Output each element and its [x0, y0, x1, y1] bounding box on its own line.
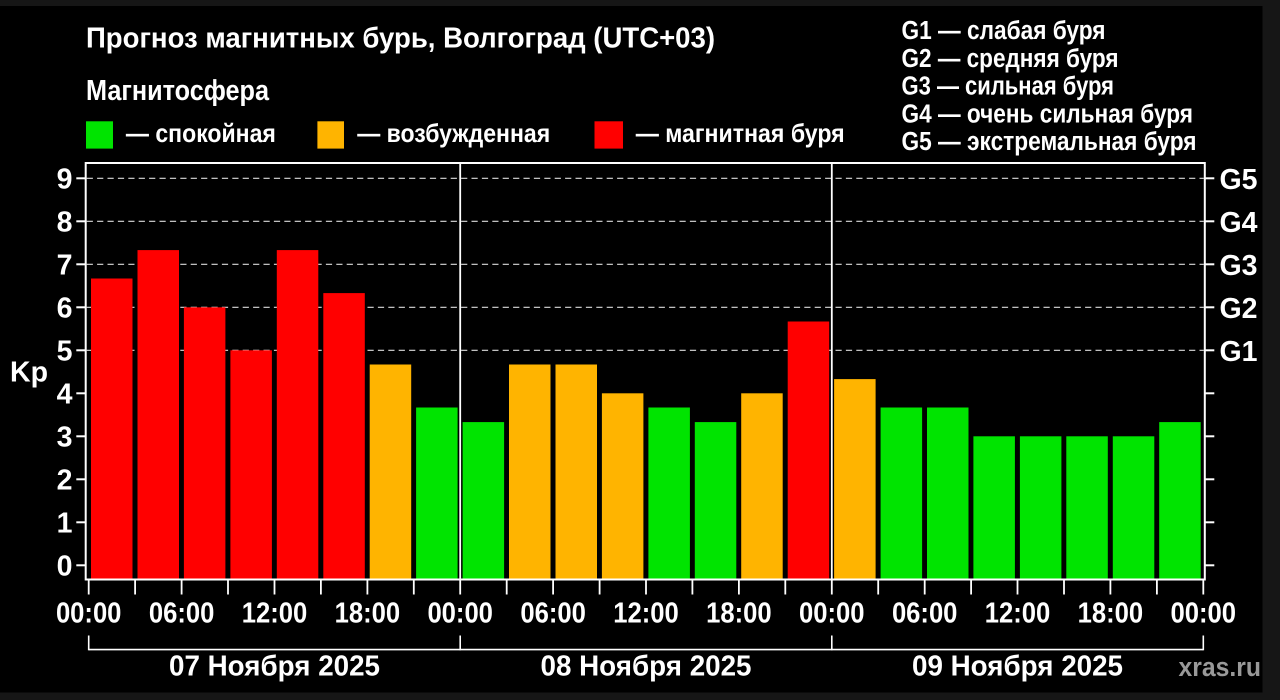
svg-text:G4 — очень сильная буря: G4 — очень сильная буря — [902, 100, 1194, 128]
svg-text:G1: G1 — [1220, 336, 1258, 368]
svg-text:08 Ноября 2025: 08 Ноября 2025 — [541, 650, 752, 682]
svg-text:07 Ноября 2025: 07 Ноября 2025 — [169, 650, 380, 682]
svg-text:G5: G5 — [1220, 164, 1258, 196]
svg-text:00:00: 00:00 — [56, 597, 122, 629]
svg-text:8: 8 — [57, 206, 73, 238]
svg-text:G5 — экстремальная буря: G5 — экстремальная буря — [902, 128, 1197, 156]
svg-text:7: 7 — [57, 249, 73, 281]
svg-text:00:00: 00:00 — [427, 597, 493, 629]
svg-text:6: 6 — [57, 292, 73, 324]
svg-text:06:00: 06:00 — [892, 597, 958, 629]
svg-text:— магнитная буря: — магнитная буря — [636, 118, 845, 148]
svg-text:00:00: 00:00 — [799, 597, 865, 629]
svg-text:— возбужденная: — возбужденная — [357, 118, 550, 148]
svg-text:06:00: 06:00 — [520, 597, 586, 629]
svg-text:— спокойная: — спокойная — [126, 118, 276, 148]
svg-text:G3: G3 — [1220, 250, 1258, 282]
svg-text:4: 4 — [57, 378, 73, 410]
svg-text:9: 9 — [57, 163, 73, 195]
svg-text:2: 2 — [57, 464, 73, 496]
svg-text:G4: G4 — [1220, 207, 1258, 239]
svg-text:3: 3 — [57, 421, 73, 453]
svg-text:00:00: 00:00 — [1171, 597, 1237, 629]
svg-text:G1 — слабая буря: G1 — слабая буря — [902, 17, 1106, 45]
svg-text:G2: G2 — [1220, 293, 1258, 325]
svg-text:Kp: Kp — [10, 356, 48, 388]
svg-text:Прогноз магнитных бурь, Волгог: Прогноз магнитных бурь, Волгоград (UTC+0… — [86, 23, 715, 55]
svg-text:12:00: 12:00 — [242, 597, 308, 629]
svg-text:09 Ноября 2025: 09 Ноября 2025 — [912, 650, 1123, 682]
svg-text:xras.ru: xras.ru — [1179, 652, 1262, 682]
svg-text:18:00: 18:00 — [706, 597, 772, 629]
svg-text:Магнитосфера: Магнитосфера — [86, 75, 270, 107]
svg-text:G2 — средняя буря: G2 — средняя буря — [902, 45, 1119, 73]
svg-text:12:00: 12:00 — [985, 597, 1051, 629]
svg-text:18:00: 18:00 — [335, 597, 401, 629]
svg-text:5: 5 — [57, 335, 73, 367]
svg-text:06:00: 06:00 — [149, 597, 215, 629]
svg-text:1: 1 — [57, 507, 73, 539]
svg-text:18:00: 18:00 — [1078, 597, 1144, 629]
svg-text:12:00: 12:00 — [613, 597, 679, 629]
svg-text:0: 0 — [57, 550, 73, 582]
svg-text:G3 — сильная буря: G3 — сильная буря — [902, 73, 1115, 101]
